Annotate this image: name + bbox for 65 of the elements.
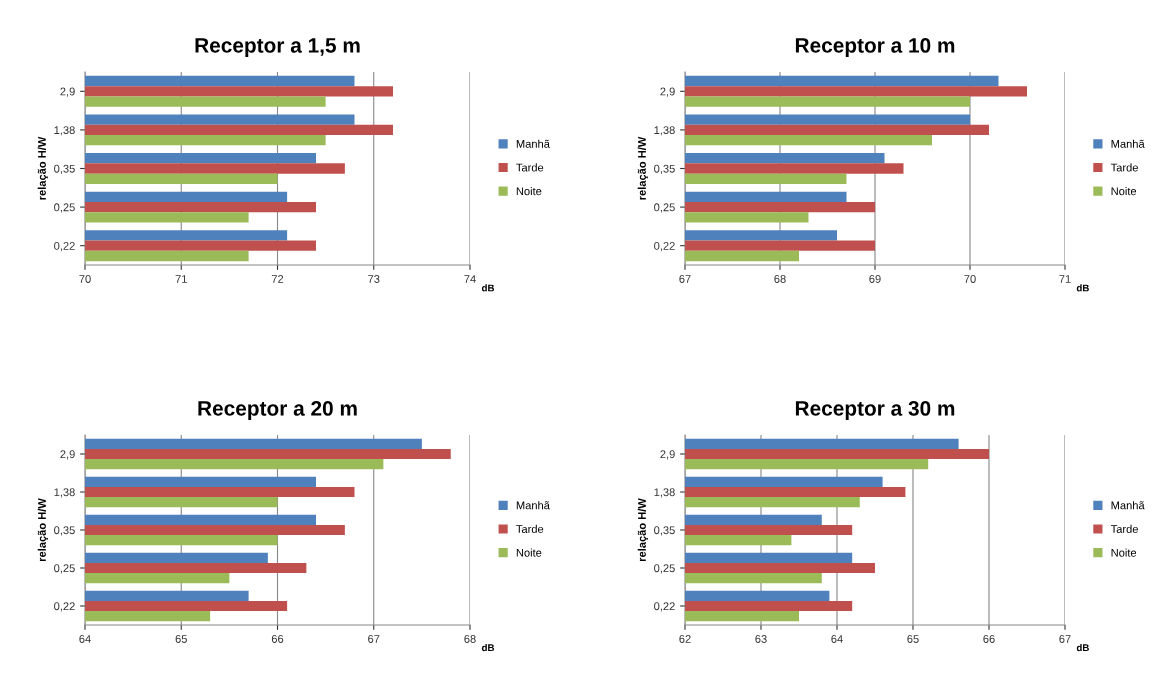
legend-label: Tarde — [516, 524, 544, 533]
legend-label: Manhã — [516, 139, 550, 148]
x-tick-label: 71 — [1059, 275, 1071, 283]
x-tick-label: 73 — [368, 275, 380, 283]
x-tick-label: 62 — [679, 635, 691, 643]
y-tick-label: 0,25 — [654, 564, 675, 574]
x-tick-label: 65 — [175, 635, 187, 643]
legend-label: Tarde — [516, 163, 544, 172]
legend-label: Noite — [516, 187, 542, 196]
y-tick-label: 1,38 — [654, 126, 675, 136]
y-tick-label: 2,9 — [660, 87, 675, 97]
y-tick-label: 2,9 — [60, 450, 75, 460]
chart-title: Receptor a 30 m — [795, 401, 955, 420]
x-tick-label: 71 — [175, 275, 187, 283]
y-tick-label: 1,38 — [654, 488, 675, 498]
x-tick-label: 69 — [869, 275, 881, 283]
x-tick-label: 68 — [464, 635, 476, 643]
y-axis-title: relação H/W — [637, 136, 649, 200]
legend-label: Noite — [1111, 548, 1137, 557]
y-tick-label: 0,22 — [54, 602, 75, 612]
x-axis-title: dB — [1076, 284, 1089, 292]
x-tick-label: 74 — [464, 275, 476, 283]
y-tick-label: 0,22 — [654, 602, 675, 612]
x-tick-label: 63 — [755, 635, 767, 643]
legend-label: Manhã — [516, 501, 550, 510]
x-tick-label: 67 — [1059, 635, 1071, 643]
y-tick-label: 2,9 — [660, 450, 675, 460]
y-tick-label: 1,38 — [54, 488, 75, 498]
x-axis-title: dB — [481, 644, 495, 652]
x-tick-label: 65 — [907, 635, 919, 643]
chart-title: Receptor a 1,5 m — [195, 38, 360, 57]
legend-label: Noite — [1111, 187, 1137, 196]
y-tick-label: 1,38 — [54, 126, 75, 136]
x-tick-label: 67 — [679, 275, 691, 283]
y-tick-label: 0,35 — [654, 526, 675, 536]
x-axis-title: dB — [481, 284, 495, 292]
x-tick-label: 66 — [271, 635, 284, 643]
legend-label: Manhã — [1111, 139, 1145, 148]
legend-label: Tarde — [1110, 524, 1138, 533]
x-tick-label: 64 — [79, 635, 91, 643]
x-tick-label: 68 — [774, 275, 786, 283]
chart-title: Receptor a 20 m — [198, 401, 357, 420]
x-tick-label: 67 — [368, 635, 380, 643]
x-tick-label: 70 — [79, 275, 91, 283]
y-tick-label: 0,25 — [54, 564, 75, 574]
y-tick-label: 2,9 — [60, 87, 75, 97]
y-axis-title: relação H/W — [37, 498, 49, 562]
legend-label: Manhã — [1111, 501, 1145, 510]
y-tick-label: 0,35 — [54, 526, 75, 536]
y-tick-label: 0,35 — [654, 164, 675, 174]
chart-title: Receptor a 10 m — [795, 38, 955, 57]
y-tick-label: 0,22 — [654, 241, 675, 252]
y-axis-title: relação H/W — [37, 136, 49, 200]
x-axis-title: dB — [1076, 644, 1089, 652]
y-tick-label: 0,35 — [54, 164, 75, 174]
y-axis-title: relação H/W — [637, 498, 649, 562]
legend-label: Tarde — [1110, 163, 1138, 172]
y-tick-label: 0,22 — [54, 241, 75, 252]
x-tick-label: 66 — [983, 635, 995, 643]
legend-label: Noite — [516, 548, 542, 557]
x-tick-label: 70 — [964, 275, 976, 283]
y-tick-label: 0,25 — [54, 203, 75, 213]
y-tick-label: 0,25 — [654, 203, 675, 213]
x-tick-label: 64 — [831, 635, 843, 643]
x-tick-label: 72 — [271, 275, 284, 283]
